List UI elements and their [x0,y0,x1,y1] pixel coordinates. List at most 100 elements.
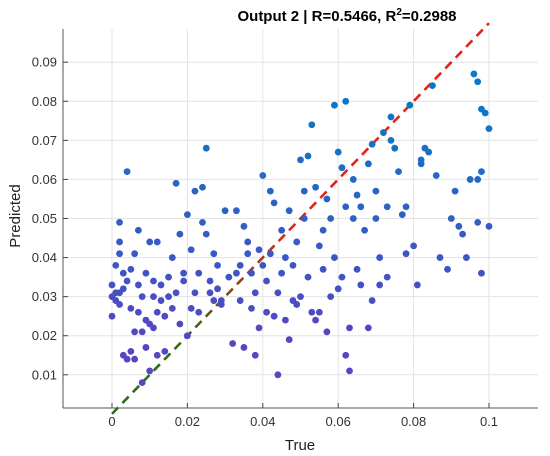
reference-line-dash [111,406,120,415]
data-point [429,82,436,90]
data-point [315,242,323,250]
data-point [319,265,327,273]
x-tick-label: 0.04 [250,414,275,429]
data-point [353,265,361,273]
data-point [278,226,286,234]
x-tick-label: 0.02 [175,414,200,429]
data-point [387,136,395,144]
data-points [108,70,493,387]
data-point [342,203,350,211]
data-point [432,172,440,179]
data-point [315,308,323,316]
y-tick-label: 0.02 [32,328,57,343]
data-point [116,219,123,226]
data-point [361,226,368,234]
data-point [210,250,218,258]
data-point [187,304,195,312]
data-point [119,269,127,277]
data-point [402,203,410,211]
data-point [217,301,225,308]
data-point [342,351,350,359]
data-point [357,281,365,289]
data-point [138,293,146,301]
data-point [233,207,240,215]
data-point [172,179,180,187]
data-point [338,273,346,281]
reference-line-dash [163,352,172,361]
data-point [383,273,391,281]
data-point [176,230,184,238]
reference-line-dash [486,22,490,27]
data-point [202,144,210,152]
reference-line-dash [392,115,401,124]
data-point [444,265,451,273]
data-point [331,101,338,109]
data-point [263,308,270,316]
y-tick-label: 0.06 [32,172,57,187]
data-point [255,246,263,254]
data-point [282,254,289,261]
data-point [116,238,123,246]
data-point [274,371,282,379]
data-point [436,254,444,261]
data-point [300,187,308,195]
data-point [131,250,139,258]
data-point [153,238,161,246]
data-point [225,273,233,281]
data-point [376,254,384,261]
y-tick-label: 0.01 [32,367,57,382]
data-point [134,308,142,316]
data-point [462,254,470,261]
data-point [127,347,135,355]
data-point [251,289,259,297]
data-point [255,324,263,332]
data-point [323,328,331,336]
data-point [447,215,455,222]
data-point [191,187,199,195]
data-point [387,113,395,121]
data-point [346,324,353,332]
data-point [176,320,184,328]
data-point [123,277,131,285]
data-point [300,215,308,222]
data-point [142,344,150,351]
data-point [308,308,316,316]
data-point [376,281,384,289]
data-point [334,285,342,293]
data-point [417,156,425,164]
data-point [455,222,463,230]
data-point [289,261,297,269]
data-point [312,316,319,324]
data-point [240,222,248,230]
data-point [364,160,372,168]
x-tick-label: 0.06 [326,414,351,429]
reference-line-dash [225,287,234,297]
data-point [266,250,274,258]
data-point [240,344,248,351]
data-point [395,168,402,176]
data-point [266,187,274,195]
title-suffix: =0.2988 [402,8,457,25]
data-point [202,230,210,238]
data-point [270,199,278,207]
data-point [153,351,161,359]
data-point [108,312,116,320]
data-point [187,246,195,254]
data-point [481,109,489,117]
data-point [127,304,135,312]
data-point [327,215,335,222]
data-point [161,347,169,355]
x-tick-label: 0.1 [480,414,498,429]
y-tick-label: 0.07 [32,133,57,148]
data-point [233,269,240,277]
data-point [248,269,255,277]
reference-line-dash [319,190,328,199]
reference-line-dash [433,71,443,81]
data-point [191,289,199,297]
data-point [210,297,218,304]
reference-line [111,22,490,415]
data-point [410,242,417,250]
chart-title: Output 2 | R=0.5466, R2=0.2988 [237,7,456,25]
data-point [368,297,376,304]
